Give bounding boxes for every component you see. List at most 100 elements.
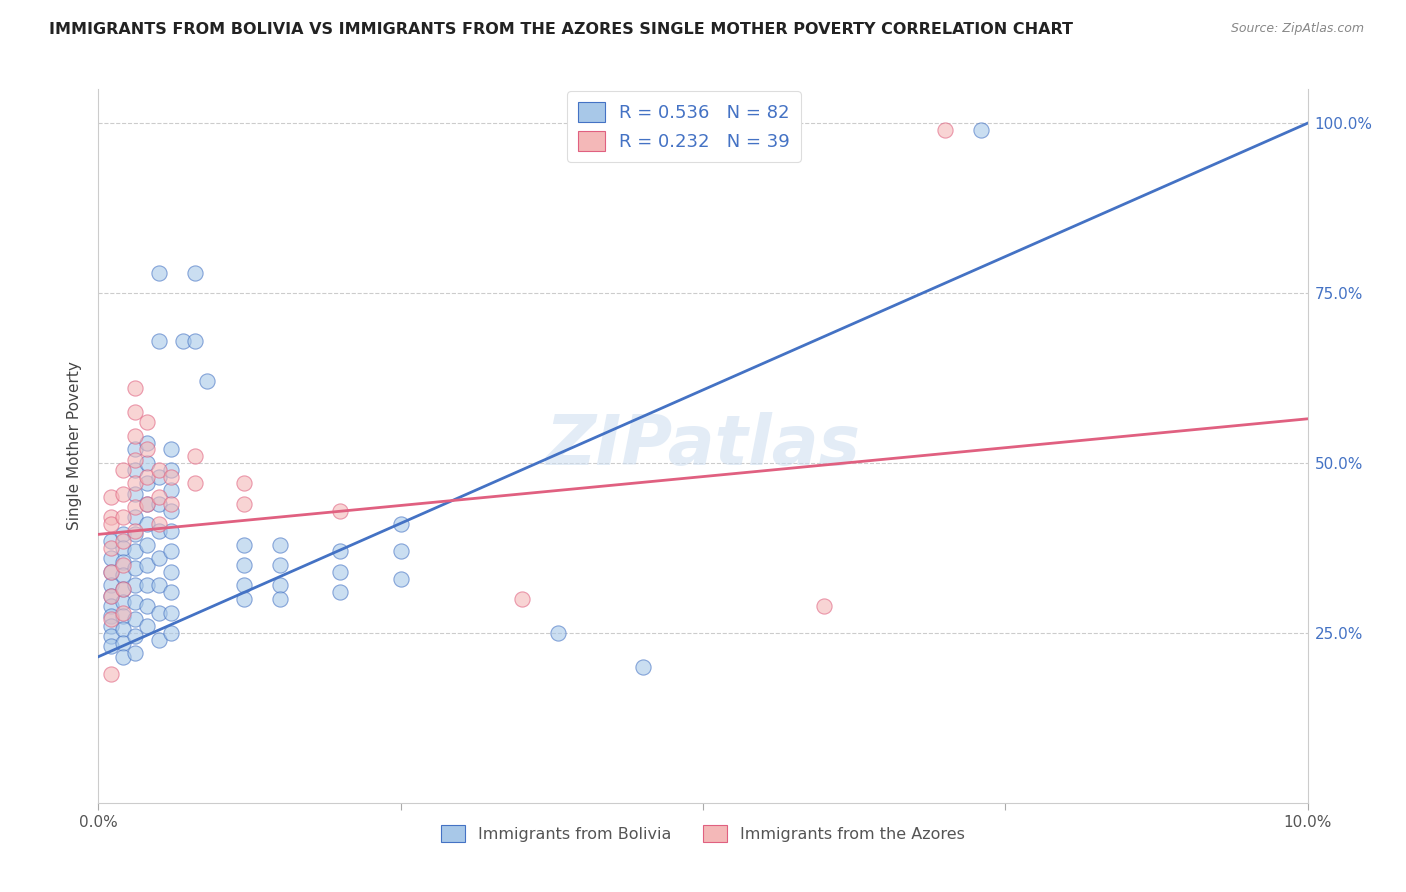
Point xyxy=(547,626,569,640)
Point xyxy=(232,537,254,551)
Point xyxy=(100,490,122,504)
Point xyxy=(100,517,122,532)
Point xyxy=(100,589,122,603)
Point xyxy=(195,375,218,389)
Point xyxy=(329,503,352,517)
Point xyxy=(510,591,533,606)
Point xyxy=(111,649,134,664)
Point xyxy=(934,123,956,137)
Point xyxy=(111,582,134,596)
Point xyxy=(389,572,412,586)
Point xyxy=(160,626,183,640)
Point xyxy=(148,490,170,504)
Point xyxy=(124,612,146,626)
Point xyxy=(111,606,134,620)
Point xyxy=(148,266,170,280)
Point xyxy=(184,476,207,491)
Point xyxy=(111,568,134,582)
Point xyxy=(389,517,412,532)
Point xyxy=(269,578,291,592)
Point xyxy=(135,578,157,592)
Point xyxy=(100,608,122,623)
Point xyxy=(100,541,122,555)
Point xyxy=(160,565,183,579)
Point xyxy=(232,476,254,491)
Point xyxy=(111,623,134,637)
Point xyxy=(148,578,170,592)
Point xyxy=(111,555,134,569)
Point xyxy=(813,599,835,613)
Point xyxy=(100,599,122,613)
Point xyxy=(100,629,122,643)
Point xyxy=(160,497,183,511)
Point xyxy=(111,486,134,500)
Point xyxy=(124,429,146,443)
Point xyxy=(111,534,134,549)
Point xyxy=(111,608,134,623)
Point xyxy=(124,629,146,643)
Point xyxy=(148,334,170,348)
Point xyxy=(124,405,146,419)
Point xyxy=(100,534,122,549)
Point xyxy=(135,599,157,613)
Point xyxy=(111,636,134,650)
Point xyxy=(135,558,157,572)
Point xyxy=(752,123,775,137)
Text: ZIPatlas: ZIPatlas xyxy=(546,412,860,480)
Point xyxy=(160,469,183,483)
Point xyxy=(232,578,254,592)
Point xyxy=(111,582,134,596)
Point xyxy=(124,544,146,558)
Point xyxy=(148,632,170,647)
Point xyxy=(148,463,170,477)
Point xyxy=(172,334,194,348)
Point xyxy=(148,469,170,483)
Point xyxy=(124,452,146,467)
Point xyxy=(148,497,170,511)
Point xyxy=(111,595,134,609)
Point xyxy=(135,497,157,511)
Point xyxy=(232,591,254,606)
Point xyxy=(124,527,146,541)
Point xyxy=(184,334,207,348)
Point xyxy=(100,510,122,524)
Point xyxy=(160,585,183,599)
Point xyxy=(148,551,170,566)
Point xyxy=(389,544,412,558)
Point xyxy=(100,565,122,579)
Point xyxy=(124,524,146,538)
Point xyxy=(124,463,146,477)
Point xyxy=(100,565,122,579)
Point xyxy=(160,524,183,538)
Point xyxy=(135,619,157,633)
Point xyxy=(160,544,183,558)
Point xyxy=(124,646,146,660)
Point xyxy=(111,510,134,524)
Point xyxy=(184,266,207,280)
Point xyxy=(100,619,122,633)
Point xyxy=(232,497,254,511)
Point xyxy=(135,469,157,483)
Point xyxy=(135,442,157,457)
Point xyxy=(135,517,157,532)
Point xyxy=(329,544,352,558)
Point xyxy=(124,442,146,457)
Point xyxy=(100,666,122,681)
Point xyxy=(135,497,157,511)
Text: IMMIGRANTS FROM BOLIVIA VS IMMIGRANTS FROM THE AZORES SINGLE MOTHER POVERTY CORR: IMMIGRANTS FROM BOLIVIA VS IMMIGRANTS FR… xyxy=(49,22,1073,37)
Point xyxy=(135,537,157,551)
Point xyxy=(111,541,134,555)
Point xyxy=(124,486,146,500)
Point xyxy=(124,500,146,515)
Point xyxy=(124,510,146,524)
Y-axis label: Single Mother Poverty: Single Mother Poverty xyxy=(67,361,83,531)
Point xyxy=(160,463,183,477)
Point xyxy=(269,537,291,551)
Point xyxy=(135,435,157,450)
Point xyxy=(160,483,183,498)
Point xyxy=(111,527,134,541)
Point xyxy=(100,640,122,654)
Point xyxy=(329,585,352,599)
Point xyxy=(269,591,291,606)
Point xyxy=(124,381,146,395)
